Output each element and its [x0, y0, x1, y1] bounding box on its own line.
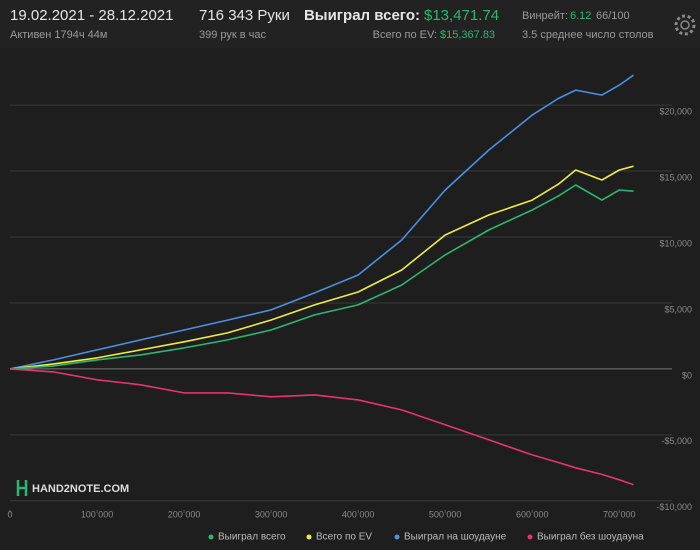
- logo-text: HAND2NOTE.COM: [32, 483, 129, 495]
- y-tick-label: -$10,000: [656, 502, 692, 512]
- settings-button[interactable]: [674, 14, 696, 36]
- x-tick-label: 500 000: [429, 509, 462, 519]
- x-tick-label: 0: [7, 509, 12, 519]
- chart-panel: [0, 48, 700, 550]
- x-tick-label: 700 000: [603, 509, 636, 519]
- legend-marker: [208, 534, 214, 540]
- legend-marker: [527, 534, 533, 540]
- logo: HAND2NOTE.COM: [16, 480, 129, 496]
- won-value: $13,471.74: [424, 7, 499, 24]
- x-tick-label: 200 000: [168, 509, 201, 519]
- legend-label: Выиграл без шоудауна: [537, 531, 644, 543]
- y-tick-label: $10,000: [659, 238, 692, 248]
- x-tick-label: 400 000: [342, 509, 375, 519]
- legend-label: Выиграл на шоудауне: [404, 532, 507, 543]
- y-tick-label: $5,000: [664, 304, 692, 314]
- legend-marker: [394, 534, 400, 540]
- y-tick-label: -$5,000: [661, 436, 692, 446]
- hands: 716 343 Руки: [199, 7, 290, 24]
- ev-label: Всего по EV:: [373, 29, 437, 41]
- legend-marker: [306, 534, 312, 540]
- winrate-label: Винрейт:: [522, 10, 568, 22]
- x-tick-label: 600 000: [516, 509, 549, 519]
- series-line: [9, 184, 634, 370]
- legend-label: Всего по EV: [316, 532, 372, 543]
- active-time: Активен 1794ч 44м: [10, 29, 107, 41]
- y-tick-label: $0: [682, 370, 692, 380]
- y-tick-label: $15,000: [659, 172, 692, 182]
- ev-value: $15,367.83: [440, 29, 495, 41]
- series-line: [9, 165, 634, 370]
- won-label: Выиграл всего:: [304, 7, 420, 24]
- x-tick-label: 300 000: [255, 509, 288, 519]
- hands-per-hour: 399 рук в час: [199, 29, 267, 41]
- winrate-unit: 66/100: [596, 10, 630, 22]
- series-line: [9, 74, 634, 370]
- winrate-value: 6.12: [570, 10, 591, 22]
- x-tick-label: 100 000: [81, 509, 114, 519]
- y-tick-label: $20,000: [659, 106, 692, 116]
- date-range: 19.02.2021 - 28.12.2021: [10, 7, 173, 24]
- series-line: [9, 368, 634, 486]
- tables: 3.5 среднее число столов: [522, 29, 654, 41]
- legend-label: Выиграл всего: [218, 532, 286, 543]
